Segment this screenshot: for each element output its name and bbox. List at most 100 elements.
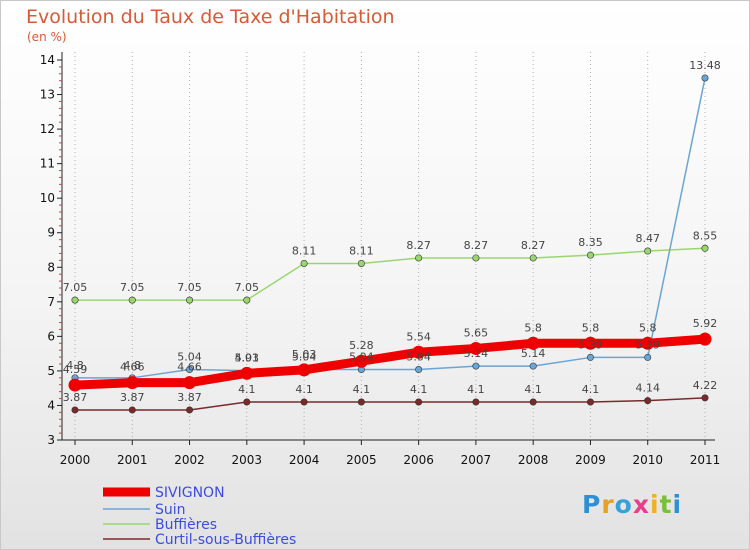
data-label-curtil-sous-buffi-res-2001: 3.87 [120, 391, 145, 404]
data-label-sivignon-2005: 5.28 [349, 339, 374, 352]
data-label-suin-2002: 5.04 [177, 351, 202, 364]
legend-label-buffi-res: Buffières [155, 517, 217, 533]
data-label-curtil-sous-buffi-res-2011: 4.22 [693, 379, 718, 392]
data-label-buffi-res-2001: 7.05 [120, 281, 145, 294]
data-label-curtil-sous-buffi-res-2009: 4.1 [582, 383, 600, 396]
data-point-curtil-sous-buffi-res-2004 [300, 398, 308, 406]
data-point-sivignon-2004 [297, 363, 311, 377]
data-point-curtil-sous-buffi-res-2000 [71, 406, 79, 414]
x-tick-label-2004: 2004 [289, 453, 320, 467]
data-label-sivignon-2010: 5.8 [639, 321, 657, 334]
data-label-curtil-sous-buffi-res-2002: 3.87 [177, 391, 202, 404]
chart-title: Evolution du Taux de Taxe d'Habitation [26, 6, 395, 28]
x-tick-label-2003: 2003 [232, 453, 263, 467]
data-point-sivignon-2003 [240, 366, 254, 380]
x-tick-label-2011: 2011 [690, 453, 721, 467]
data-label-curtil-sous-buffi-res-2006: 4.1 [410, 383, 428, 396]
data-label-suin-2005: 5.04 [349, 351, 374, 364]
data-label-sivignon-2008: 5.8 [524, 321, 542, 334]
chart-subtitle: (en %) [27, 30, 67, 44]
data-label-suin-2011: 13.48 [689, 59, 721, 72]
data-point-suin-2009 [586, 353, 594, 361]
x-tick-label-2000: 2000 [60, 453, 91, 467]
data-point-sivignon-2001 [125, 376, 139, 390]
data-point-suin-2011 [701, 74, 709, 82]
data-point-sivignon-2002 [183, 376, 197, 390]
data-label-suin-2001: 4.8 [124, 359, 142, 372]
data-label-sivignon-2003: 4.93 [235, 351, 260, 364]
x-tick-label-2005: 2005 [346, 453, 377, 467]
legend-label-suin: Suin [155, 502, 186, 518]
data-label-buffi-res-2010: 8.47 [635, 232, 660, 245]
data-label-buffi-res-2003: 7.05 [235, 281, 260, 294]
data-label-buffi-res-2007: 8.27 [464, 239, 489, 252]
data-point-buffi-res-2005 [357, 259, 365, 267]
data-label-buffi-res-2004: 8.11 [292, 244, 317, 257]
x-tick-label-2009: 2009 [575, 453, 606, 467]
data-label-buffi-res-2011: 8.55 [693, 229, 718, 242]
data-label-sivignon-2011: 5.92 [693, 317, 718, 330]
data-label-sivignon-2007: 5.65 [464, 326, 489, 339]
series-line-suin [74, 77, 706, 379]
y-tick-label-3: 3 [47, 433, 55, 447]
data-point-buffi-res-2010 [644, 247, 652, 255]
data-point-sivignon-2000 [68, 378, 82, 392]
y-tick-label-12: 12 [40, 122, 55, 136]
data-point-buffi-res-2003 [243, 296, 251, 304]
data-label-sivignon-2002: 4.66 [177, 361, 202, 374]
data-point-buffi-res-2007 [472, 254, 480, 262]
data-label-buffi-res-2009: 8.35 [578, 236, 603, 249]
data-point-sivignon-2005 [354, 354, 368, 368]
data-point-sivignon-2009 [583, 336, 597, 350]
data-point-curtil-sous-buffi-res-2010 [644, 397, 652, 405]
data-label-suin-2000: 4.8 [66, 359, 84, 372]
data-label-buffi-res-2008: 8.27 [521, 239, 546, 252]
data-label-buffi-res-2000: 7.05 [63, 281, 88, 294]
data-label-curtil-sous-buffi-res-2005: 4.1 [353, 383, 371, 396]
x-tick-label-2001: 2001 [117, 453, 148, 467]
data-label-suin-2007: 5.14 [464, 347, 489, 360]
data-label-curtil-sous-buffi-res-2007: 4.1 [467, 383, 485, 396]
data-label-curtil-sous-buffi-res-2010: 4.14 [635, 382, 660, 395]
data-point-curtil-sous-buffi-res-2003 [243, 398, 251, 406]
data-point-buffi-res-2009 [586, 251, 594, 259]
series-line-curtil-sous-buffi-res [74, 397, 706, 411]
data-point-sivignon-2007 [469, 341, 483, 355]
data-label-sivignon-2000: 4.59 [63, 363, 88, 376]
data-point-curtil-sous-buffi-res-2005 [357, 398, 365, 406]
data-point-curtil-sous-buffi-res-2001 [128, 406, 136, 414]
y-tick-label-4: 4 [47, 398, 55, 412]
data-point-curtil-sous-buffi-res-2009 [586, 398, 594, 406]
data-label-suin-2004: 5.04 [292, 351, 317, 364]
data-label-sivignon-2009: 5.8 [582, 321, 600, 334]
data-point-buffi-res-2002 [186, 296, 194, 304]
data-point-buffi-res-2006 [415, 254, 423, 262]
data-label-suin-2003: 5.01 [235, 352, 260, 365]
data-point-curtil-sous-buffi-res-2006 [415, 398, 423, 406]
data-point-buffi-res-2001 [128, 296, 136, 304]
data-point-curtil-sous-buffi-res-2002 [186, 406, 194, 414]
data-point-curtil-sous-buffi-res-2007 [472, 398, 480, 406]
proxiti-logo: Proxiti [582, 490, 683, 519]
data-point-buffi-res-2000 [71, 296, 79, 304]
data-point-suin-2006 [415, 366, 423, 374]
data-point-suin-2007 [472, 362, 480, 370]
data-label-curtil-sous-buffi-res-2004: 4.1 [295, 383, 313, 396]
data-point-buffi-res-2004 [300, 259, 308, 267]
x-tick-label-2008: 2008 [518, 453, 549, 467]
data-label-buffi-res-2006: 8.27 [406, 239, 431, 252]
data-label-sivignon-2004: 5.03 [292, 348, 317, 361]
x-tick-label-2010: 2010 [632, 453, 663, 467]
data-label-suin-2006: 5.04 [406, 351, 431, 364]
x-tick-label-2006: 2006 [403, 453, 434, 467]
data-point-curtil-sous-buffi-res-2008 [529, 398, 537, 406]
data-label-sivignon-2006: 5.54 [406, 330, 431, 343]
x-tick-label-2002: 2002 [174, 453, 205, 467]
data-label-suin-2010: 5.39 [635, 338, 660, 351]
x-tick-label-2007: 2007 [461, 453, 492, 467]
data-point-sivignon-2006 [412, 345, 426, 359]
data-point-sivignon-2008 [526, 336, 540, 350]
y-tick-label-7: 7 [47, 295, 55, 309]
y-tick-label-11: 11 [40, 157, 55, 171]
